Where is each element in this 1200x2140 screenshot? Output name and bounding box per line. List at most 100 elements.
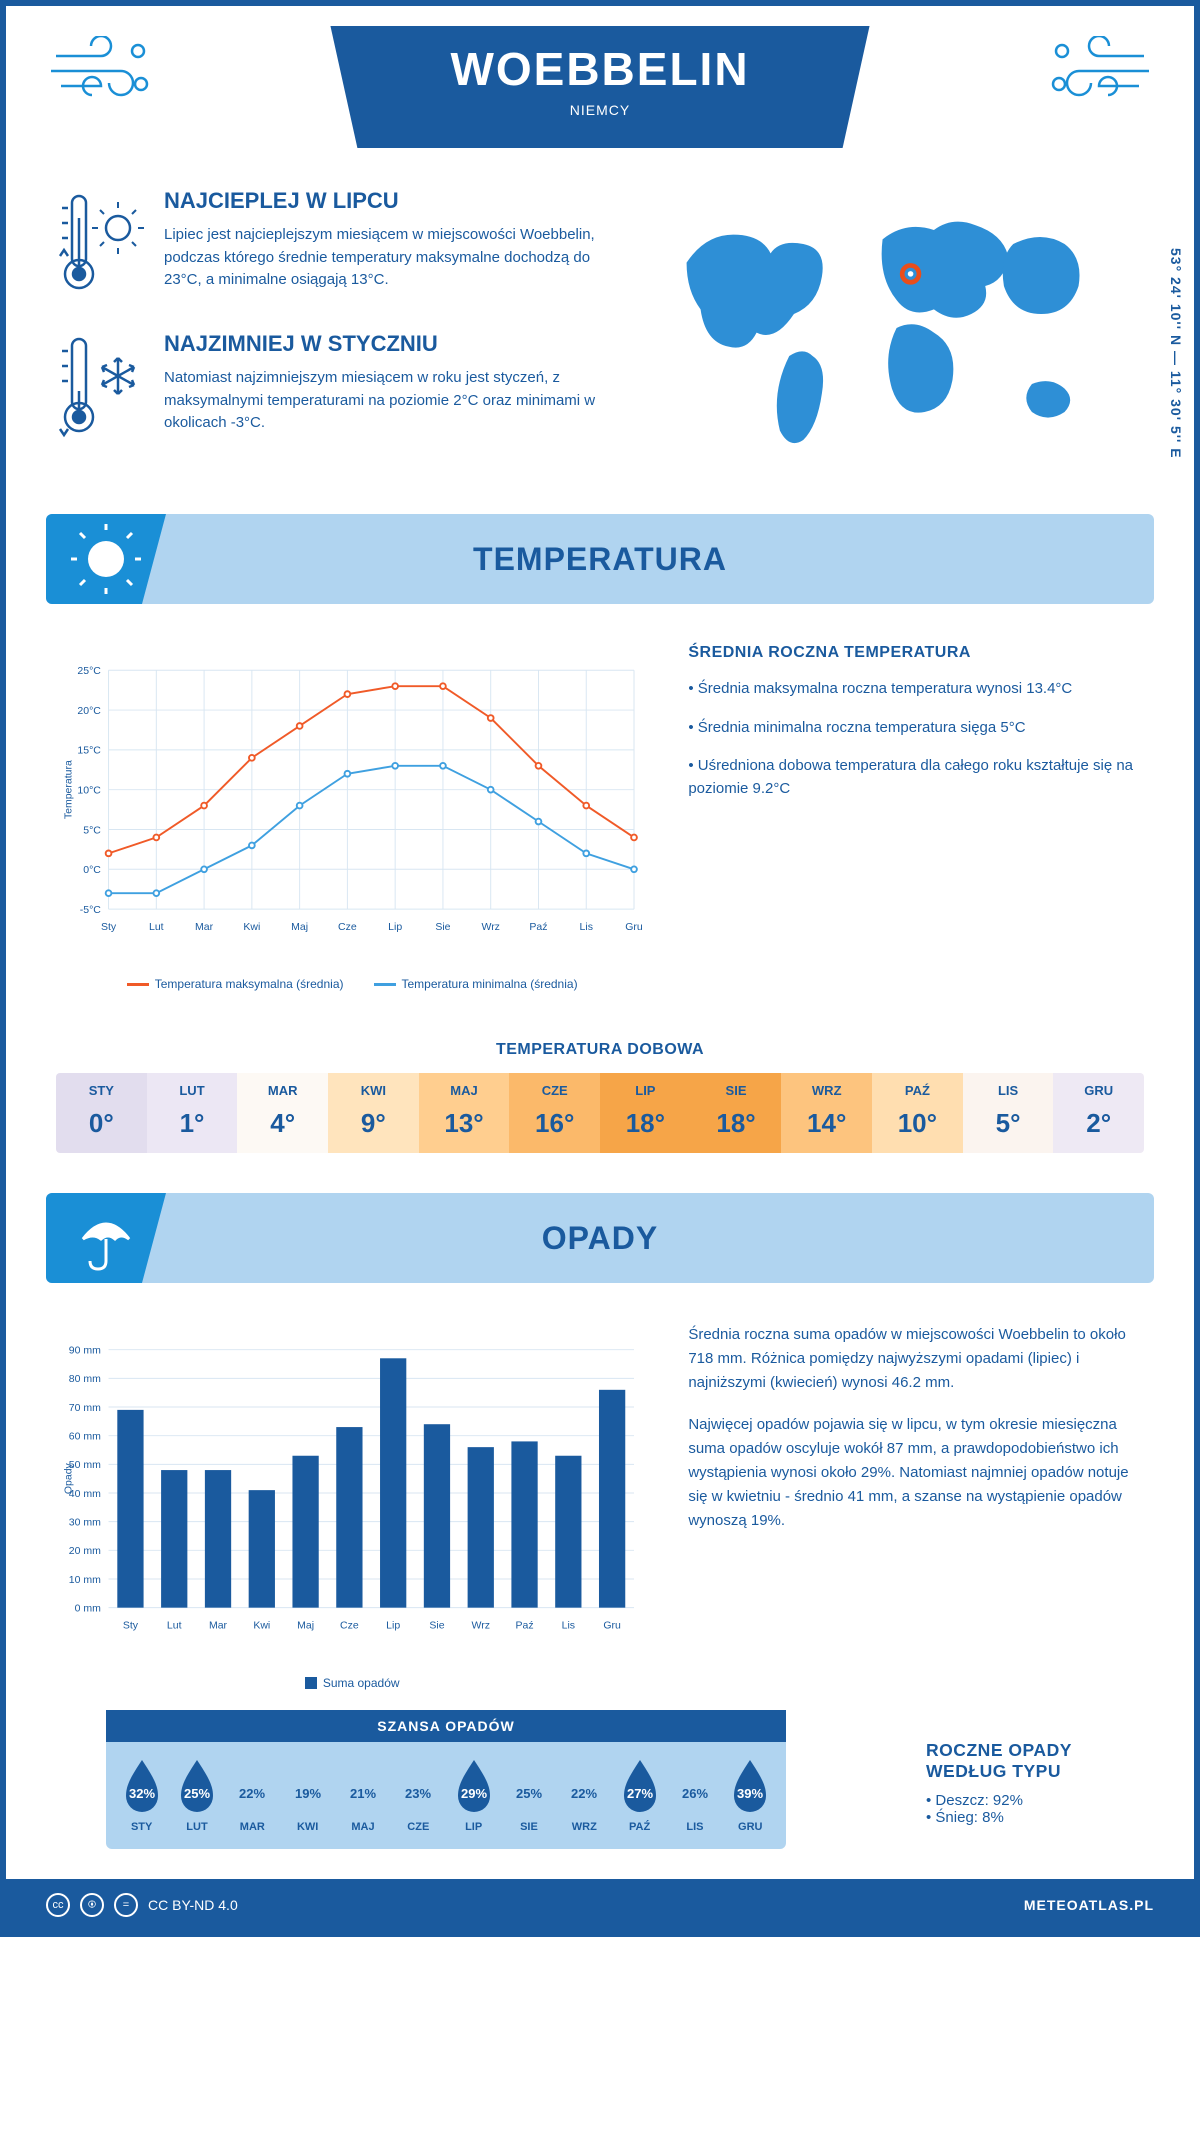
precipitation-bar-chart: 0 mm10 mm20 mm30 mm40 mm50 mm60 mm70 mm8…: [56, 1323, 648, 1690]
temp-bullet: • Uśredniona dobowa temperatura dla całe…: [688, 755, 1144, 800]
chance-title: SZANSA OPADÓW: [106, 1710, 786, 1742]
sun-icon: [46, 514, 166, 604]
temp-bullet: • Średnia minimalna roczna temperatura s…: [688, 717, 1144, 740]
daily-temp-table: STY0°LUT1°MAR4°KWI9°MAJ13°CZE16°LIP18°SI…: [56, 1073, 1144, 1153]
svg-text:Sie: Sie: [435, 921, 450, 933]
temp-bullet: • Średnia maksymalna roczna temperatura …: [688, 678, 1144, 701]
daily-cell: SIE18°: [691, 1073, 782, 1153]
svg-text:Wrz: Wrz: [481, 921, 499, 933]
daily-temp-title: TEMPERATURA DOBOWA: [6, 1041, 1194, 1059]
chance-drop: 22%MAR: [230, 1756, 274, 1833]
nd-icon: =: [114, 1893, 138, 1917]
svg-text:Paź: Paź: [515, 1620, 533, 1632]
chance-drop: 32%STY: [120, 1756, 164, 1833]
chance-drop: 21%MAJ: [341, 1756, 385, 1833]
daily-cell: LIP18°: [600, 1073, 691, 1153]
svg-text:25%: 25%: [184, 1786, 210, 1801]
precip-paragraph: Najwięcej opadów pojawia się w lipcu, w …: [688, 1413, 1144, 1533]
wind-icon: [1044, 36, 1154, 111]
svg-text:90 mm: 90 mm: [69, 1345, 101, 1357]
svg-text:Cze: Cze: [338, 921, 357, 933]
svg-text:22%: 22%: [239, 1786, 265, 1801]
legend-precip: Suma opadów: [323, 1676, 400, 1690]
daily-cell: KWI9°: [328, 1073, 419, 1153]
chance-drop: 27%PAŹ: [618, 1756, 662, 1833]
svg-text:60 mm: 60 mm: [69, 1430, 101, 1442]
svg-text:30 mm: 30 mm: [69, 1516, 101, 1528]
chance-drop: 25%SIE: [507, 1756, 551, 1833]
svg-text:Maj: Maj: [297, 1620, 314, 1632]
precip-type-snow: • Śnieg: 8%: [926, 1809, 1094, 1826]
svg-text:Gru: Gru: [625, 921, 643, 933]
svg-text:Gru: Gru: [603, 1620, 621, 1632]
precip-paragraph: Średnia roczna suma opadów w miejscowośc…: [688, 1323, 1144, 1395]
svg-text:26%: 26%: [682, 1786, 708, 1801]
coldest-text: Natomiast najzimniejszym miesiącem w rok…: [164, 367, 610, 435]
precipitation-title: OPADY: [542, 1220, 658, 1257]
svg-text:5°C: 5°C: [83, 824, 101, 836]
svg-text:39%: 39%: [737, 1786, 763, 1801]
svg-text:19%: 19%: [295, 1786, 321, 1801]
svg-text:Lut: Lut: [167, 1620, 182, 1632]
svg-text:25%: 25%: [516, 1786, 542, 1801]
svg-text:Maj: Maj: [291, 921, 308, 933]
svg-text:-5°C: -5°C: [80, 904, 102, 916]
city-title: WOEBBELIN: [450, 42, 749, 96]
svg-text:Lis: Lis: [580, 921, 593, 933]
legend-max: Temperatura maksymalna (średnia): [155, 977, 344, 991]
svg-text:20 mm: 20 mm: [69, 1545, 101, 1557]
svg-text:20°C: 20°C: [77, 705, 101, 717]
footer: cc 🅯 = CC BY-ND 4.0 METEOATLAS.PL: [6, 1879, 1194, 1931]
daily-cell: PAŹ10°: [872, 1073, 963, 1153]
chance-drop: 22%WRZ: [562, 1756, 606, 1833]
world-map: 53° 24' 10'' N — 11° 30' 5'' E: [640, 188, 1144, 474]
daily-cell: LIS5°: [963, 1073, 1054, 1153]
license-text: CC BY-ND 4.0: [148, 1897, 238, 1913]
thermometer-sun-icon: [56, 188, 146, 303]
precipitation-section-header: OPADY: [46, 1193, 1154, 1283]
chance-drop: 29%LIP: [452, 1756, 496, 1833]
svg-text:Kwi: Kwi: [243, 921, 260, 933]
svg-text:10 mm: 10 mm: [69, 1574, 101, 1586]
legend-min: Temperatura minimalna (średnia): [402, 977, 578, 991]
daily-cell: MAR4°: [237, 1073, 328, 1153]
svg-text:Sty: Sty: [101, 921, 117, 933]
daily-cell: STY0°: [56, 1073, 147, 1153]
temperature-line-chart: -5°C0°C5°C10°C15°C20°C25°CStyLutMarKwiMa…: [56, 644, 648, 991]
svg-text:0 mm: 0 mm: [75, 1602, 102, 1614]
temperature-title: TEMPERATURA: [473, 541, 727, 578]
header: WOEBBELIN NIEMCY: [6, 6, 1194, 158]
wind-icon: [46, 36, 156, 111]
cc-icon: cc: [46, 1893, 70, 1917]
precipitation-summary: Średnia roczna suma opadów w miejscowośc…: [688, 1323, 1144, 1690]
svg-text:10°C: 10°C: [77, 784, 101, 796]
country-label: NIEMCY: [450, 102, 749, 118]
daily-cell: WRZ14°: [781, 1073, 872, 1153]
coldest-title: NAJZIMNIEJ W STYCZNIU: [164, 331, 610, 357]
svg-text:22%: 22%: [571, 1786, 597, 1801]
svg-text:70 mm: 70 mm: [69, 1402, 101, 1414]
precip-type-summary: ROCZNE OPADY WEDŁUG TYPU • Deszcz: 92% •…: [926, 1710, 1094, 1839]
temperature-summary: ŚREDNIA ROCZNA TEMPERATURA • Średnia mak…: [688, 644, 1144, 991]
hottest-text: Lipiec jest najcieplejszym miesiącem w m…: [164, 224, 610, 292]
svg-text:80 mm: 80 mm: [69, 1373, 101, 1385]
svg-text:Sty: Sty: [123, 1620, 139, 1632]
svg-text:Lis: Lis: [562, 1620, 575, 1632]
svg-text:Opady: Opady: [62, 1462, 74, 1494]
umbrella-icon: [46, 1193, 166, 1283]
svg-text:25°C: 25°C: [77, 665, 101, 677]
coldest-block: NAJZIMNIEJ W STYCZNIU Natomiast najzimni…: [56, 331, 610, 446]
svg-text:Mar: Mar: [209, 1620, 228, 1632]
svg-text:Wrz: Wrz: [472, 1620, 490, 1632]
svg-text:32%: 32%: [129, 1786, 155, 1801]
daily-cell: CZE16°: [509, 1073, 600, 1153]
temp-summary-head: ŚREDNIA ROCZNA TEMPERATURA: [688, 644, 1144, 662]
svg-text:0°C: 0°C: [83, 864, 101, 876]
chance-drop: 26%LIS: [673, 1756, 717, 1833]
chance-drop: 19%KWI: [286, 1756, 330, 1833]
daily-cell: MAJ13°: [419, 1073, 510, 1153]
daily-cell: GRU2°: [1053, 1073, 1144, 1153]
title-banner: WOEBBELIN NIEMCY: [330, 26, 869, 148]
svg-text:23%: 23%: [405, 1786, 431, 1801]
svg-text:Mar: Mar: [195, 921, 214, 933]
